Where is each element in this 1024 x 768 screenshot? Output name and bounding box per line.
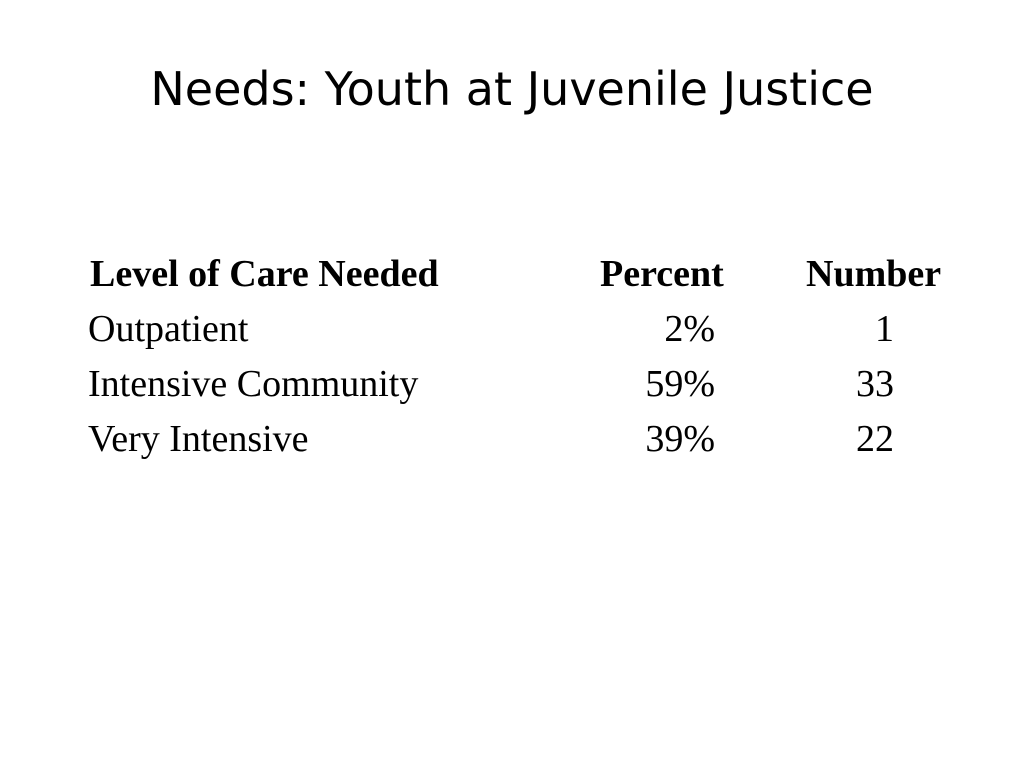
- number-cell: 33: [856, 363, 894, 405]
- table-header-row: Level of Care Needed Percent Number: [0, 248, 1024, 303]
- header-number: Number: [806, 253, 942, 295]
- level-cell: Very Intensive: [88, 418, 309, 460]
- level-cell: Outpatient: [88, 308, 249, 350]
- slide-title: Needs: Youth at Juvenile Justice: [150, 62, 874, 116]
- table-row: Very Intensive 39% 22: [0, 413, 1024, 468]
- header-percent: Percent: [600, 253, 724, 295]
- table-row: Intensive Community 59% 33: [0, 358, 1024, 413]
- percent-cell: 2%: [664, 308, 715, 350]
- level-cell: Intensive Community: [88, 363, 419, 405]
- percent-cell: 59%: [645, 363, 715, 405]
- number-cell: 22: [856, 418, 894, 460]
- table-row: Outpatient 2% 1: [0, 303, 1024, 358]
- percent-cell: 39%: [645, 418, 715, 460]
- number-cell: 1: [875, 308, 894, 350]
- header-level-of-care: Level of Care Needed: [90, 253, 439, 295]
- care-level-table: Level of Care Needed Percent Number Outp…: [0, 248, 1024, 468]
